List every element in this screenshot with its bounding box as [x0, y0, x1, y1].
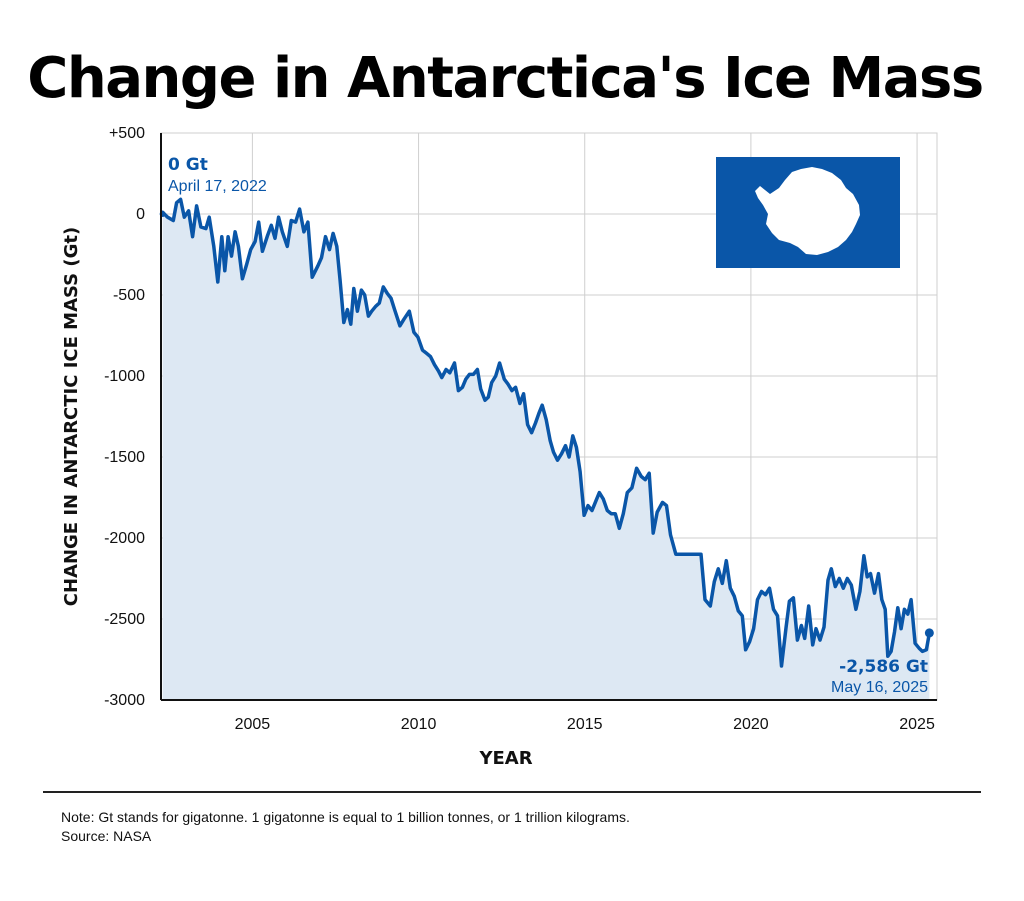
start-annotation-date: April 17, 2022 — [168, 178, 267, 195]
y-tick-label: -3000 — [104, 692, 145, 709]
y-tick-label: -2500 — [104, 611, 145, 628]
x-tick-label: 2015 — [567, 716, 603, 733]
y-tick-label: 0 — [136, 206, 145, 223]
y-tick-label: -1000 — [104, 368, 145, 385]
y-tick-label: +500 — [109, 125, 145, 142]
y-tick-label: -500 — [113, 287, 145, 304]
source-text: Source: NASA — [61, 828, 152, 844]
area-fill — [162, 199, 930, 700]
y-axis-label: CHANGE IN ANTARCTIC ICE MASS (Gt) — [61, 227, 82, 607]
y-tick-label: -2000 — [104, 530, 145, 547]
y-tick-labels: +500 0 -500 -1000 -1500 -2000 -2500 -3000 — [104, 125, 145, 709]
end-annotation-value: -2,586 Gt — [839, 657, 928, 677]
x-tick-label: 2025 — [899, 716, 935, 733]
start-annotation-value: 0 Gt — [168, 155, 208, 175]
x-tick-label: 2010 — [401, 716, 437, 733]
x-tick-label: 2020 — [733, 716, 769, 733]
annotations: 0 Gt April 17, 2022 -2,586 Gt May 16, 2025 — [159, 155, 934, 696]
page-title: Change in Antarctica's Ice Mass — [27, 46, 984, 111]
x-tick-labels: 2005 2010 2015 2020 2025 — [235, 716, 935, 733]
note-text: Note: Gt stands for gigatonne. 1 gigaton… — [61, 809, 630, 825]
end-annotation-date: May 16, 2025 — [831, 679, 928, 696]
y-tick-label: -1500 — [104, 449, 145, 466]
antarctica-flag-icon — [716, 157, 900, 268]
footer-divider — [43, 791, 981, 793]
x-axis-label: YEAR — [478, 748, 532, 769]
end-point-marker — [924, 628, 934, 638]
x-tick-label: 2005 — [235, 716, 271, 733]
antarctica-continent-shape — [755, 167, 860, 255]
series-line — [160, 197, 932, 668]
